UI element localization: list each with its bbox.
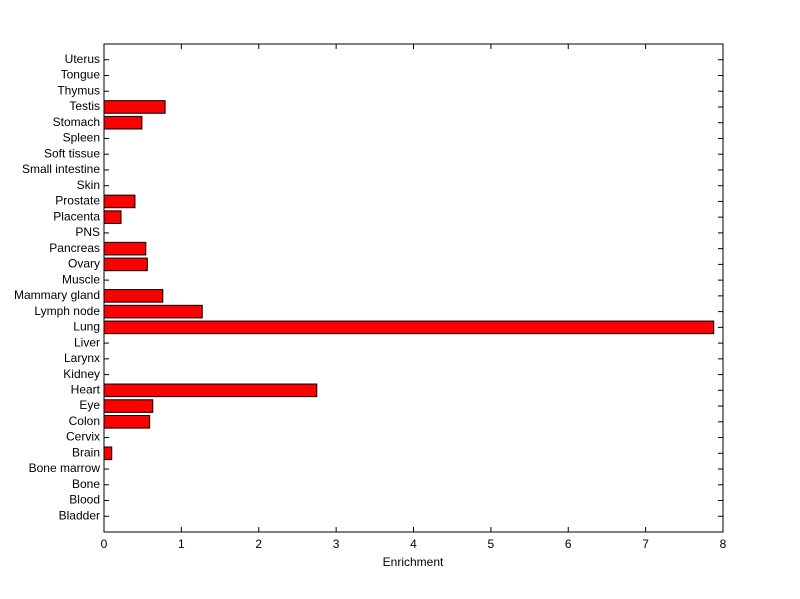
bar bbox=[103, 399, 154, 413]
y-tick-label: Stomach bbox=[53, 115, 100, 129]
x-tick-label: 4 bbox=[410, 537, 417, 551]
y-tick-label: Kidney bbox=[63, 367, 100, 381]
y-tick-label: Colon bbox=[69, 414, 100, 428]
x-tick-label: 0 bbox=[101, 537, 108, 551]
bar bbox=[103, 115, 143, 130]
y-tick-label: Muscle bbox=[62, 272, 100, 286]
y-tick-label: PNS bbox=[75, 225, 100, 239]
bar bbox=[103, 210, 122, 224]
x-tick-label: 7 bbox=[642, 537, 649, 551]
x-tick-label: 8 bbox=[720, 537, 727, 551]
y-tick-label: Lung bbox=[73, 320, 100, 334]
y-tick-label: Brain bbox=[72, 445, 100, 459]
bar bbox=[103, 241, 147, 256]
y-tick-label: Mammary gland bbox=[14, 288, 100, 302]
y-tick-label: Prostate bbox=[55, 194, 100, 208]
x-tick-label: 2 bbox=[255, 537, 262, 551]
bar bbox=[103, 194, 136, 209]
bar bbox=[103, 383, 318, 398]
bar bbox=[103, 289, 164, 303]
y-tick-label: Placenta bbox=[53, 209, 100, 223]
y-tick-label: Soft tissue bbox=[44, 146, 100, 160]
bar bbox=[103, 257, 148, 272]
y-tick-label: Larynx bbox=[64, 351, 100, 365]
x-axis-label: Enrichment bbox=[383, 555, 444, 569]
y-tick-label: Testis bbox=[69, 99, 100, 113]
bar bbox=[103, 320, 715, 335]
y-tick-label: Ovary bbox=[68, 257, 100, 271]
y-tick-label: Skin bbox=[77, 178, 100, 192]
y-tick-label: Eye bbox=[79, 398, 100, 412]
y-tick-label: Uterus bbox=[65, 52, 100, 66]
y-tick-label: Small intestine bbox=[22, 162, 100, 176]
x-tick-label: 5 bbox=[488, 537, 495, 551]
bar bbox=[103, 415, 151, 429]
y-tick-label: Heart bbox=[71, 382, 101, 396]
y-tick-label: Bladder bbox=[59, 508, 100, 522]
y-tick-label: Bone bbox=[72, 477, 100, 491]
x-tick-label: 3 bbox=[333, 537, 340, 551]
bar bbox=[103, 446, 113, 461]
y-tick-label: Bone marrow bbox=[29, 461, 101, 475]
x-tick-label: 1 bbox=[178, 537, 185, 551]
y-tick-label: Cervix bbox=[66, 430, 100, 444]
bar bbox=[103, 304, 203, 319]
y-tick-label: Spleen bbox=[63, 131, 100, 145]
y-tick-label: Liver bbox=[74, 335, 100, 349]
y-tick-label: Tongue bbox=[61, 68, 101, 82]
x-tick-label: 6 bbox=[565, 537, 572, 551]
plot-frame bbox=[103, 43, 724, 533]
y-tick-label: Thymus bbox=[57, 83, 100, 97]
y-tick-label: Blood bbox=[69, 493, 100, 507]
y-tick-label: Lymph node bbox=[34, 304, 100, 318]
y-tick-label: Pancreas bbox=[49, 241, 100, 255]
bar bbox=[103, 100, 166, 114]
